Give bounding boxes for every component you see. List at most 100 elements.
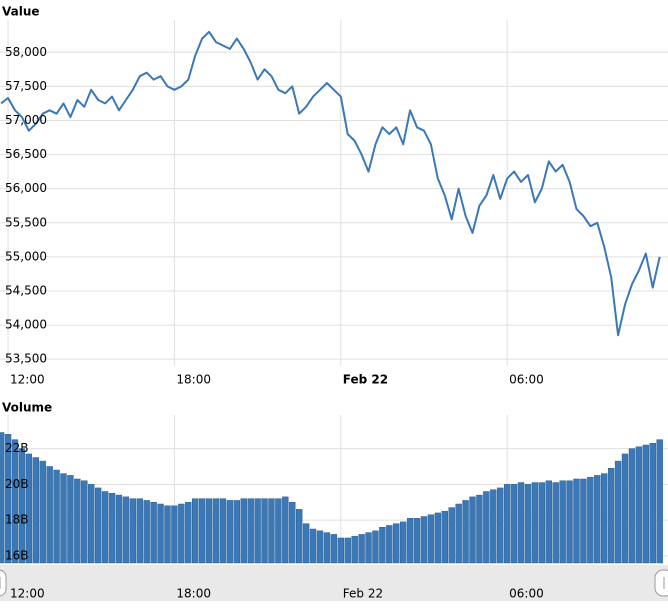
volume-bar: [642, 444, 650, 564]
volume-bar: [205, 498, 213, 564]
volume-bar: [323, 532, 331, 564]
volume-bar: [309, 528, 317, 564]
y-tick-label: 20B: [5, 477, 29, 491]
x-tick-label: 12:00: [10, 373, 45, 387]
volume-bar: [635, 446, 643, 564]
panel: Volume 16B 18B 20B 22B: [0, 401, 668, 564]
volume-bar: [358, 534, 365, 564]
navigator-handle-right[interactable]: [654, 569, 668, 597]
y-tick-label: 53,500: [5, 352, 47, 366]
x-tick-label: 06:00: [509, 587, 544, 601]
y-tick-label: 18B: [5, 513, 29, 527]
volume-bar: [607, 468, 615, 564]
volume-bar: [67, 475, 74, 564]
volume-bar: [379, 527, 386, 564]
volume-bar: [601, 473, 608, 564]
volume-bar: [108, 493, 116, 564]
volume-bar: [510, 484, 518, 564]
volume-bar: [268, 498, 275, 564]
volume-bar: [25, 453, 33, 564]
volume-bar: [4, 434, 12, 564]
y-tick-label: 57,000: [5, 113, 47, 127]
volume-bar: [122, 496, 130, 564]
x-tick-label: Feb 22: [343, 587, 383, 601]
volume-bar: [185, 501, 192, 564]
y-tick-label: 56,000: [5, 181, 47, 195]
volume-bar: [580, 478, 587, 564]
volume-bar: [129, 498, 137, 564]
volume-bar: [490, 489, 497, 564]
volume-bar: [198, 498, 206, 564]
volume-bar: [351, 535, 358, 564]
volume-bar: [233, 500, 241, 564]
volume-bar: [81, 480, 88, 564]
volume-bar: [39, 460, 46, 564]
panel-title: Value: [2, 5, 40, 19]
volume-bar: [545, 480, 552, 564]
volume-bar: [538, 482, 546, 564]
panel-title: Volume: [2, 401, 52, 415]
volume-bar: [434, 512, 442, 564]
volume-bar: [53, 469, 60, 564]
navigator-handle-left[interactable]: [0, 569, 7, 597]
volume-bar: [497, 487, 504, 564]
volume-bar: [94, 487, 102, 564]
volume-bar: [503, 484, 511, 564]
grid: [0, 20, 668, 366]
volume-bar: [143, 500, 150, 564]
y-tick-label: 56,500: [5, 147, 47, 161]
x-tick-label: 18:00: [176, 373, 211, 387]
y-tick-label: 22B: [5, 441, 29, 455]
volume-bar: [18, 448, 26, 564]
y-tick-label: 16B: [5, 548, 29, 562]
volume-bar: [88, 484, 95, 564]
volume-bar: [559, 480, 566, 564]
volume-bar: [296, 509, 303, 564]
volume-bar: [261, 498, 268, 564]
volume-bar: [594, 475, 601, 564]
volume-bar: [393, 523, 400, 564]
volume-bar: [455, 503, 462, 564]
volume-bar: [427, 514, 435, 564]
volume-bar: [462, 500, 469, 564]
volume-bar: [178, 503, 185, 564]
y-tick-label: 54,000: [5, 318, 47, 332]
volume-bar: [46, 466, 53, 564]
volume-bar: [282, 496, 289, 564]
volume-bar: [115, 494, 123, 564]
volume-bar: [289, 501, 296, 564]
volume-bar: [164, 505, 171, 564]
volume-bar: [621, 453, 629, 564]
volume-bar: [150, 501, 157, 564]
volume-bar: [219, 498, 227, 564]
volume-bar: [11, 439, 19, 564]
volume-bar: [566, 480, 573, 564]
price-line: [0, 30, 661, 337]
volume-bar: [226, 500, 234, 564]
volume-bar: [330, 534, 338, 564]
volume-bar: [406, 518, 414, 564]
volume-bar: [212, 498, 220, 564]
volume-bar: [448, 507, 455, 564]
y-tick-label: 58,000: [5, 45, 47, 59]
volume-bar: [60, 473, 67, 564]
volume-bar: [0, 432, 5, 564]
volume-bar: [531, 482, 539, 564]
volume-bar: [469, 496, 476, 564]
x-tick-label: 18:00: [176, 587, 211, 601]
navigator[interactable]: [0, 565, 668, 601]
y-tick-label: 55,000: [5, 249, 47, 263]
x-tick-label: 12:00: [10, 587, 45, 601]
volume-bar: [365, 532, 372, 564]
volume-bar: [552, 482, 559, 564]
volume-bar: [587, 476, 594, 564]
volume-bar: [74, 478, 81, 564]
volume-bar: [316, 530, 324, 564]
y-tick-label: 54,500: [5, 283, 47, 297]
volume-bar: [275, 498, 282, 564]
volume-bar: [171, 505, 178, 564]
panel: Value 12:00 18:00 Feb 22 06:00 53,500 54,000 54…: [0, 5, 668, 387]
volume-bar: [649, 442, 656, 564]
volume-bar: [399, 521, 407, 564]
